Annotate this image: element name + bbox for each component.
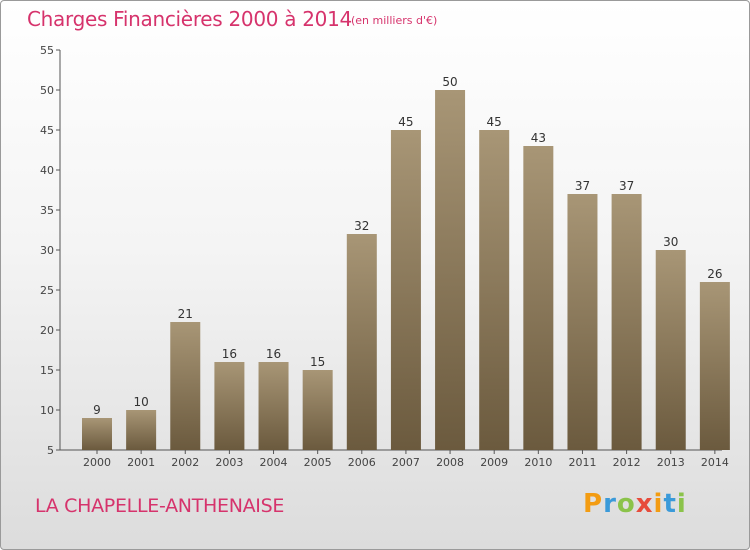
logo-letter: x	[635, 489, 654, 519]
x-tick-label: 2013	[657, 456, 685, 469]
bar-value-label: 43	[531, 131, 546, 145]
x-tick-label: 2008	[436, 456, 464, 469]
bar	[82, 418, 112, 450]
logo-letter: i	[676, 489, 687, 519]
logo-letter: P	[583, 489, 604, 519]
bar	[699, 282, 730, 450]
x-tick-label: 2014	[701, 456, 729, 469]
logo-letter: t	[663, 489, 677, 519]
bar-value-label: 45	[398, 115, 413, 129]
bar-value-label: 26	[707, 267, 722, 281]
x-tick-label: 2007	[392, 456, 420, 469]
bar	[214, 362, 245, 450]
bar-value-label: 10	[133, 395, 148, 409]
x-tick-label: 2009	[480, 456, 508, 469]
y-tick-label: 20	[40, 324, 54, 337]
y-tick-label: 40	[40, 164, 54, 177]
y-tick-label: 15	[40, 364, 54, 377]
bar	[611, 194, 642, 450]
bar	[479, 130, 510, 450]
y-tick-label: 55	[40, 44, 54, 57]
bar-value-label: 37	[619, 179, 634, 193]
x-tick-label: 2012	[613, 456, 641, 469]
chart-title: Charges Financières 2000 à 2014	[27, 7, 352, 31]
y-tick-label: 35	[40, 204, 54, 217]
y-tick-label: 45	[40, 124, 54, 137]
bar	[523, 146, 554, 450]
y-tick-label: 5	[47, 444, 54, 457]
bar-value-label: 16	[222, 347, 237, 361]
commune-name: LA CHAPELLE-ANTHENAISE	[35, 495, 285, 517]
bar-value-label: 30	[663, 235, 678, 249]
x-tick-label: 2003	[215, 456, 243, 469]
bar-value-label: 37	[575, 179, 590, 193]
y-tick-label: 25	[40, 284, 54, 297]
bar	[390, 130, 421, 450]
bar	[346, 234, 377, 450]
bar-value-label: 45	[487, 115, 502, 129]
bar	[302, 370, 333, 450]
bar-value-label: 21	[178, 307, 193, 321]
bar-value-label: 15	[310, 355, 325, 369]
x-tick-label: 2002	[171, 456, 199, 469]
bar-value-label: 50	[442, 75, 457, 89]
bar	[258, 362, 289, 450]
x-tick-label: 2001	[127, 456, 155, 469]
x-tick-label: 2000	[83, 456, 111, 469]
bar	[655, 250, 686, 450]
x-tick-label: 2006	[348, 456, 376, 469]
bar-value-label: 16	[266, 347, 281, 361]
bar	[170, 322, 201, 450]
bar	[435, 90, 466, 450]
x-tick-label: 2011	[568, 456, 596, 469]
x-tick-label: 2004	[260, 456, 288, 469]
bar	[567, 194, 598, 450]
bar-value-label: 9	[93, 403, 101, 417]
x-tick-label: 2010	[524, 456, 552, 469]
x-tick-label: 2005	[304, 456, 332, 469]
y-tick-label: 50	[40, 84, 54, 97]
bar-value-label: 32	[354, 219, 369, 233]
logo-letter: o	[616, 489, 636, 519]
bar	[126, 410, 157, 450]
y-tick-label: 10	[40, 404, 54, 417]
logo-letter: i	[653, 489, 664, 519]
chart-subtitle: (en milliers d'€)	[351, 14, 438, 27]
logo-letter: r	[603, 489, 617, 519]
proxiti-logo: Proxiti	[583, 489, 687, 519]
y-tick-label: 30	[40, 244, 54, 257]
